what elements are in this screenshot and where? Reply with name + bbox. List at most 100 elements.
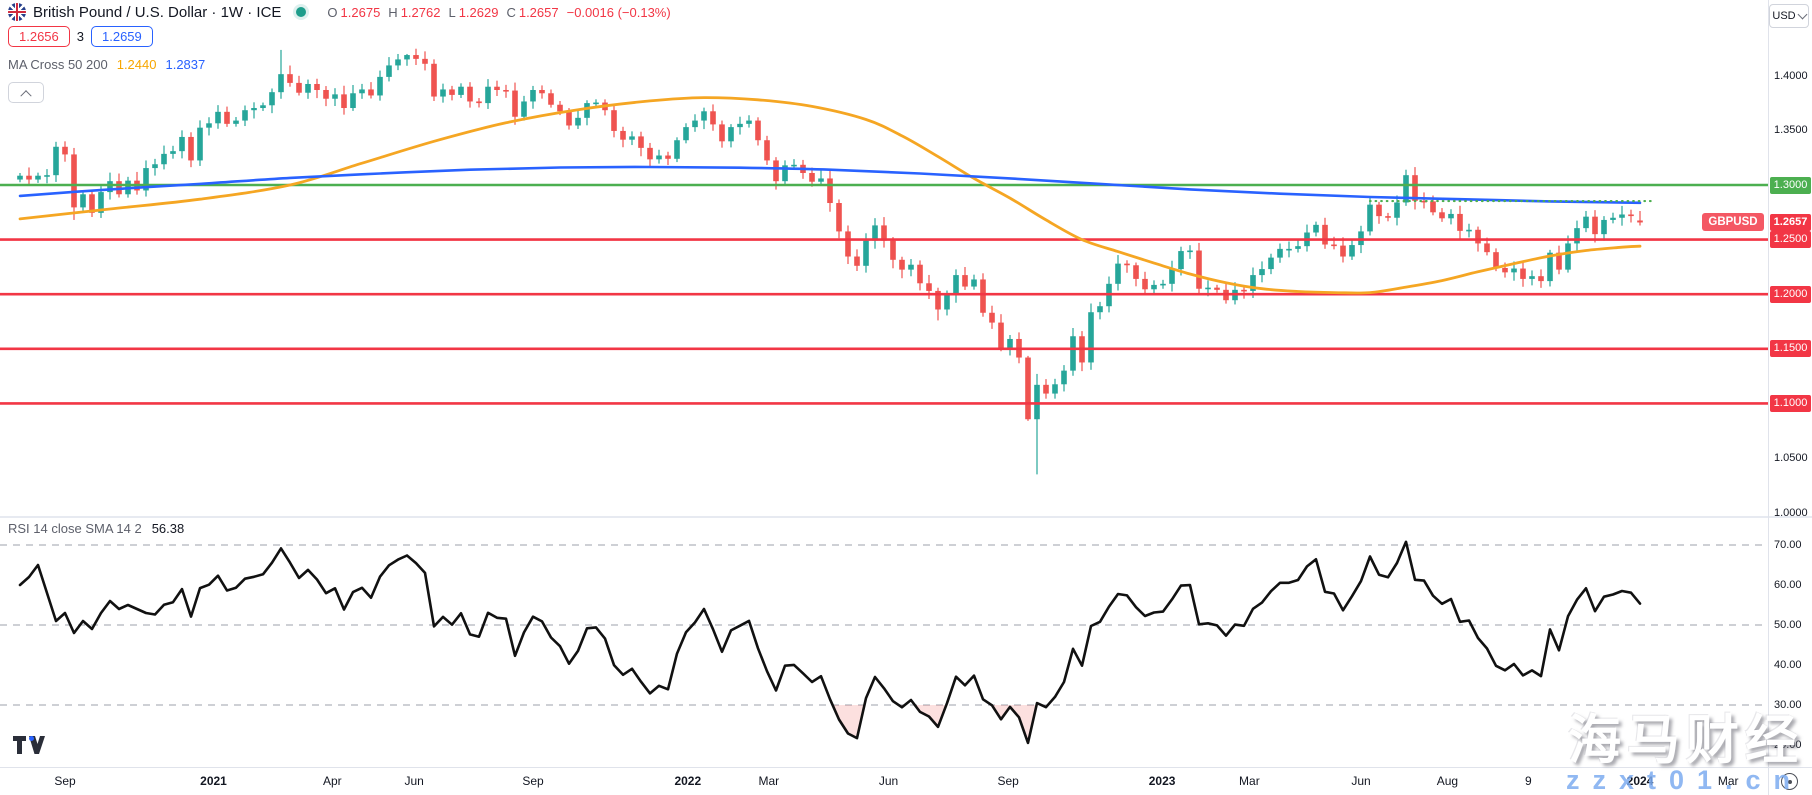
- candle: [584, 100, 590, 126]
- candle: [791, 159, 797, 169]
- candle: [485, 79, 491, 109]
- rsi-pane[interactable]: [0, 517, 1768, 767]
- time-axis[interactable]: Sep 2021 Apr Jun Sep 2022 Mar Jun Sep 2023 Mar Jun A…: [0, 768, 1812, 795]
- candle: [152, 158, 158, 176]
- candle: [1295, 238, 1301, 253]
- candle: [1403, 169, 1409, 206]
- candle: [1151, 280, 1157, 296]
- price-scale-border: [1768, 0, 1769, 795]
- chevron-up-icon: [20, 89, 32, 101]
- candle: [1088, 303, 1094, 370]
- candle: [872, 218, 878, 249]
- price-scale-tick: 1.0000: [1774, 506, 1808, 519]
- candle: [467, 82, 473, 108]
- candle: [98, 186, 104, 218]
- candle: [1268, 253, 1274, 275]
- time-axis-label: Sep: [997, 774, 1019, 788]
- time-axis-label: Mar: [758, 774, 780, 788]
- candle: [359, 83, 365, 99]
- axis-settings-icon[interactable]: [1781, 773, 1798, 790]
- candle: [395, 53, 401, 71]
- candle: [1601, 216, 1607, 241]
- currency-selector[interactable]: USD: [1769, 4, 1809, 28]
- candle: [836, 199, 842, 239]
- indicator-title[interactable]: MA Cross 50 200: [8, 57, 108, 72]
- candle: [1304, 224, 1310, 252]
- candle: [44, 169, 50, 184]
- ma200-value: 1.2837: [165, 57, 206, 72]
- candle: [1160, 279, 1166, 289]
- rsi-scale-tick: 70.00: [1774, 539, 1802, 551]
- candle: [1007, 334, 1013, 356]
- gbp-flag-icon: [8, 3, 26, 21]
- price-level-badge: 1.1000: [1770, 394, 1811, 412]
- candle: [323, 86, 329, 107]
- price-scale-tick: 1.4000: [1774, 69, 1808, 82]
- price-scale[interactable]: 1.4000 1.3500 1.0500 1.0000 70.00 60.00 50.00 4…: [1769, 0, 1812, 767]
- candle: [1385, 212, 1391, 222]
- candle: [1529, 270, 1535, 286]
- candle: [368, 82, 374, 99]
- tradingview-logo[interactable]: [12, 735, 46, 755]
- candle: [1538, 269, 1544, 288]
- candle: [1592, 210, 1598, 243]
- alert-price-high[interactable]: 1.2659: [91, 26, 153, 47]
- candle: [161, 145, 167, 170]
- candle: [413, 48, 419, 66]
- candle: [26, 167, 32, 185]
- candle: [692, 114, 698, 132]
- open-label: O: [327, 4, 338, 20]
- candle: [287, 65, 293, 87]
- symbol-price-badge: GBPUSD: [1702, 213, 1764, 232]
- candle: [386, 57, 392, 82]
- candle: [638, 131, 644, 157]
- candle: [1637, 210, 1643, 226]
- candle: [989, 305, 995, 329]
- candle: [89, 189, 95, 218]
- candle: [665, 151, 671, 166]
- time-axis-label: Apr: [322, 774, 342, 788]
- ma200-line[interactable]: [18, 165, 1642, 205]
- low-value: 1.2629: [458, 4, 499, 20]
- indicator-row[interactable]: MA Cross 50 200 1.2440 1.2837: [8, 57, 205, 72]
- collapse-panel-button[interactable]: [8, 82, 44, 103]
- ma50-line[interactable]: [18, 96, 1642, 295]
- candle: [1619, 205, 1625, 226]
- candle: [1079, 331, 1085, 372]
- candle: [278, 49, 284, 99]
- candle: [1250, 267, 1256, 298]
- candle: [1628, 209, 1634, 223]
- rsi-scale-tick: 20.00: [1774, 739, 1802, 751]
- candle: [1349, 238, 1355, 260]
- alert-price-low[interactable]: 1.2656: [8, 26, 70, 47]
- rsi-indicator-header[interactable]: RSI 14 close SMA 14 2 56.38: [8, 521, 184, 536]
- price-level-badge: 1.1500: [1770, 340, 1811, 358]
- candle: [1448, 209, 1454, 225]
- price-pane[interactable]: [0, 0, 1768, 516]
- candle: [1133, 262, 1139, 287]
- rsi-scale-tick: 40.00: [1774, 659, 1802, 671]
- symbol-title[interactable]: British Pound / U.S. Dollar · 1W · ICE: [33, 3, 282, 21]
- candle: [620, 126, 626, 148]
- candle: [1520, 261, 1526, 287]
- rsi-title[interactable]: RSI 14 close SMA 14 2: [8, 521, 142, 536]
- candle: [998, 314, 1004, 352]
- currency-label: USD: [1772, 10, 1796, 22]
- candle: [845, 225, 851, 265]
- candle: [746, 115, 752, 128]
- candle: [890, 237, 896, 269]
- candle: [422, 51, 428, 71]
- pane-separator[interactable]: [0, 516, 1812, 518]
- candle: [971, 274, 977, 290]
- candle: [917, 260, 923, 291]
- candle: [1394, 195, 1400, 226]
- high-value: 1.2762: [400, 4, 441, 20]
- candle: [62, 141, 68, 162]
- candle: [953, 269, 959, 303]
- candle: [1034, 373, 1040, 475]
- time-axis-label: Sep: [522, 774, 544, 788]
- rsi-scale-tick: 50.00: [1774, 619, 1802, 631]
- candle: [1277, 243, 1283, 263]
- candle: [305, 79, 311, 99]
